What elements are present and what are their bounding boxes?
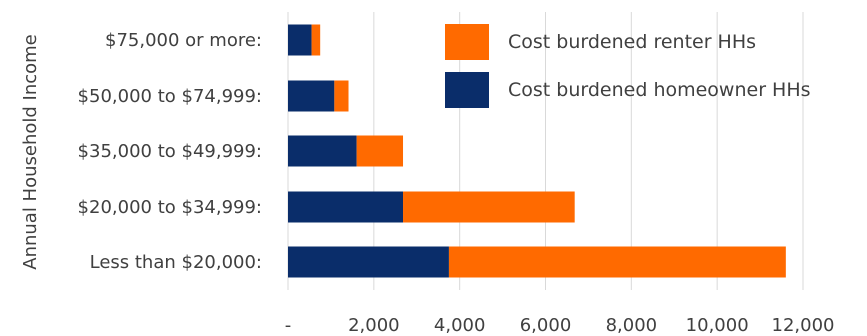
x-tick-label: 10,000 [686, 315, 749, 336]
legend: Cost burdened renter HHs Cost burdened ho… [445, 24, 811, 108]
bar-renter [311, 24, 321, 56]
bar-homeowner [288, 246, 449, 278]
x-tick-label: 4,000 [434, 315, 486, 336]
x-tick-label: 8,000 [606, 315, 658, 336]
bar-homeowner [288, 191, 404, 223]
x-tick-labels: - 2,000 4,000 6,000 8,000 10,000 12,000 [285, 315, 835, 336]
legend-label: Cost burdened homeowner HHs [508, 79, 811, 101]
category-label: Less than $20,000: [90, 252, 262, 273]
category-label: $75,000 or more: [105, 30, 262, 51]
bar-renter [448, 246, 786, 278]
legend-swatch [445, 72, 489, 108]
bars [288, 24, 786, 278]
legend-label: Cost burdened renter HHs [508, 31, 756, 53]
x-tick-label: - [285, 315, 292, 336]
bar-renter [356, 135, 404, 167]
bar-renter [403, 191, 575, 223]
x-tick-label: 2,000 [348, 315, 400, 336]
bar-renter [334, 80, 349, 112]
legend-swatch [445, 24, 489, 60]
x-tick-label: 6,000 [520, 315, 572, 336]
category-labels: $75,000 or more: $50,000 to $74,999: $35,0… [78, 30, 262, 273]
bar-homeowner [288, 24, 312, 56]
y-axis-title: Annual Household Income [20, 34, 41, 270]
category-label: $50,000 to $74,999: [78, 86, 262, 107]
category-label: $35,000 to $49,999: [78, 141, 262, 162]
x-tick-label: 12,000 [772, 315, 835, 336]
category-label: $20,000 to $34,999: [78, 197, 262, 218]
bar-homeowner [288, 80, 335, 112]
bar-homeowner [288, 135, 357, 167]
